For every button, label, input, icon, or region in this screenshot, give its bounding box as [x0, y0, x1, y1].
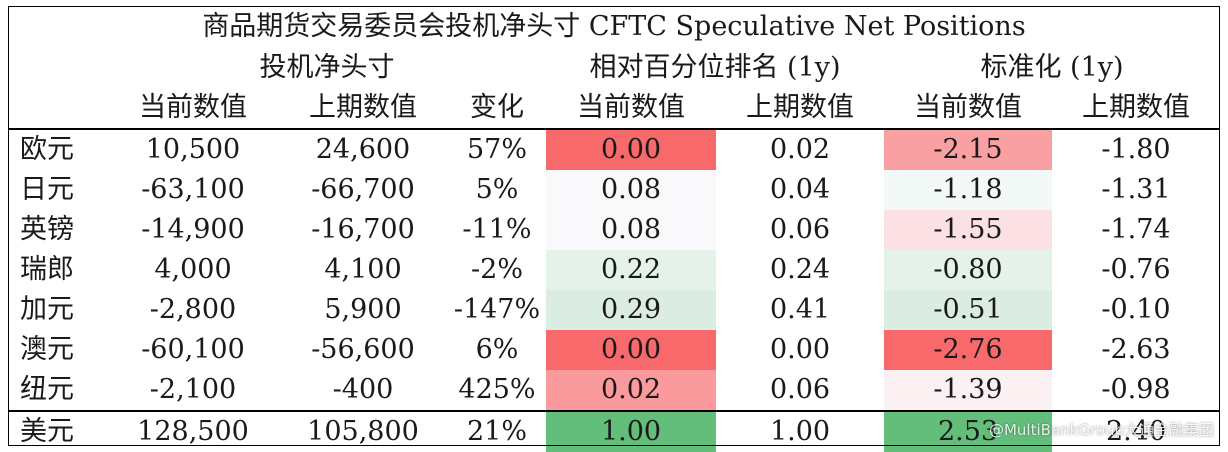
table-title: 商品期货交易委员会投机净头寸 CFTC Speculative Net Posi…	[202, 11, 1026, 42]
net-previous-cell: 24,600	[315, 134, 411, 165]
rank-previous-cell: 0.06	[769, 374, 831, 405]
net-current-cell: -14,900	[141, 214, 245, 245]
table-row: 瑞郎 4,000 4,100 -2% 0.22 0.24 -0.80 -0.76	[8, 250, 1220, 290]
col-header-net-change: 变化	[448, 88, 546, 130]
col-header-rank-previous: 上期数值	[716, 88, 884, 130]
rank-previous-cell: 0.04	[769, 174, 831, 205]
table-row: 日元 -63,100 -66,700 5% 0.08 0.04 -1.18 -1.31	[8, 170, 1220, 210]
rank-previous-cell: 0.41	[769, 294, 831, 325]
net-change-cell: -147%	[453, 294, 541, 325]
table-row: 纽元 -2,100 -400 425% 0.02 0.06 -1.39 -0.98	[8, 370, 1220, 411]
group-header-rank: 相对百分位排名 (1y)	[589, 52, 841, 83]
watermark: @MultiBankGroup大通金融集团	[988, 421, 1214, 439]
net-previous-cell: 4,100	[324, 254, 402, 285]
group-header-net: 投机净头寸	[259, 52, 395, 83]
table-frame	[8, 6, 1220, 446]
std-previous-cell: -0.10	[1101, 294, 1171, 325]
std-previous-cell: -2.63	[1101, 334, 1171, 365]
currency-name-cell: 澳元	[20, 334, 74, 365]
net-previous-cell: -400	[332, 374, 394, 405]
net-previous-cell: 5,900	[324, 294, 402, 325]
std-previous-cell: -0.98	[1101, 374, 1171, 405]
net-change-cell: 6%	[475, 334, 519, 365]
currency-name-cell: 纽元	[20, 374, 74, 405]
net-change-cell: -11%	[462, 214, 532, 245]
rank-current-cell: 0.00	[546, 129, 716, 170]
net-previous-cell: -16,700	[311, 214, 415, 245]
std-current-cell: -0.80	[884, 250, 1052, 290]
net-current-cell: -2,100	[149, 374, 237, 405]
net-current-cell: 10,500	[145, 134, 241, 165]
std-previous-cell: -1.31	[1101, 174, 1171, 205]
rank-current-cell: 0.29	[546, 290, 716, 330]
rank-current-cell: 0.08	[546, 210, 716, 250]
rank-previous-cell: 0.06	[769, 214, 831, 245]
net-current-cell: -2,800	[149, 294, 237, 325]
rank-current-cell: 0.00	[546, 330, 716, 370]
std-current-cell: -1.55	[884, 210, 1052, 250]
std-current-cell: -0.51	[884, 290, 1052, 330]
net-current-cell: -63,100	[141, 174, 245, 205]
rank-previous-cell: 0.02	[769, 134, 831, 165]
table-row: 欧元 10,500 24,600 57% 0.00 0.02 -2.15 -1.80	[8, 129, 1220, 170]
net-current-cell: -60,100	[141, 334, 245, 365]
currency-name-cell: 英镑	[20, 214, 74, 245]
rank-previous-cell: 0.24	[769, 254, 831, 285]
rank-current-cell: 0.08	[546, 170, 716, 210]
net-previous-cell: -56,600	[311, 334, 415, 365]
net-current-cell: 4,000	[154, 254, 232, 285]
currency-name-cell: 加元	[20, 294, 74, 325]
col-header-rank-current: 当前数值	[546, 88, 716, 130]
net-previous-cell: -66,700	[311, 174, 415, 205]
group-header-std: 标准化 (1y)	[980, 52, 1124, 83]
col-header-net-current: 当前数值	[108, 88, 278, 130]
net-change-cell: 425%	[458, 374, 536, 405]
net-change-cell: -2%	[471, 254, 523, 285]
std-current-cell: -2.76	[884, 330, 1052, 370]
table-row: 加元 -2,800 5,900 -147% 0.29 0.41 -0.51 -0.10	[8, 290, 1220, 330]
table-row: 澳元 -60,100 -56,600 6% 0.00 0.00 -2.76 -2.63	[8, 330, 1220, 370]
net-change-cell: 5%	[475, 174, 519, 205]
std-current-cell: -1.18	[884, 170, 1052, 210]
std-previous-cell: -0.76	[1101, 254, 1171, 285]
std-previous-cell: -1.80	[1101, 134, 1171, 165]
rank-previous-cell: 0.00	[769, 334, 831, 365]
rank-current-cell: 0.22	[546, 250, 716, 290]
col-header-net-previous: 上期数值	[278, 88, 448, 130]
currency-name-cell: 欧元	[20, 134, 74, 165]
table-row: 英镑 -14,900 -16,700 -11% 0.08 0.06 -1.55 -1.74	[8, 210, 1220, 250]
col-header-std-previous: 上期数值	[1052, 88, 1220, 130]
std-current-cell: -2.15	[884, 129, 1052, 170]
std-current-cell: -1.39	[884, 370, 1052, 411]
rank-current-cell: 0.02	[546, 370, 716, 411]
std-previous-cell: -1.74	[1101, 214, 1171, 245]
currency-name-cell: 日元	[20, 174, 74, 205]
cftc-table: 商品期货交易委员会投机净头寸 CFTC Speculative Net Posi…	[8, 6, 1220, 452]
col-header-std-current: 当前数值	[884, 88, 1052, 130]
net-change-cell: 57%	[466, 134, 527, 165]
currency-name-cell: 瑞郎	[20, 254, 74, 285]
